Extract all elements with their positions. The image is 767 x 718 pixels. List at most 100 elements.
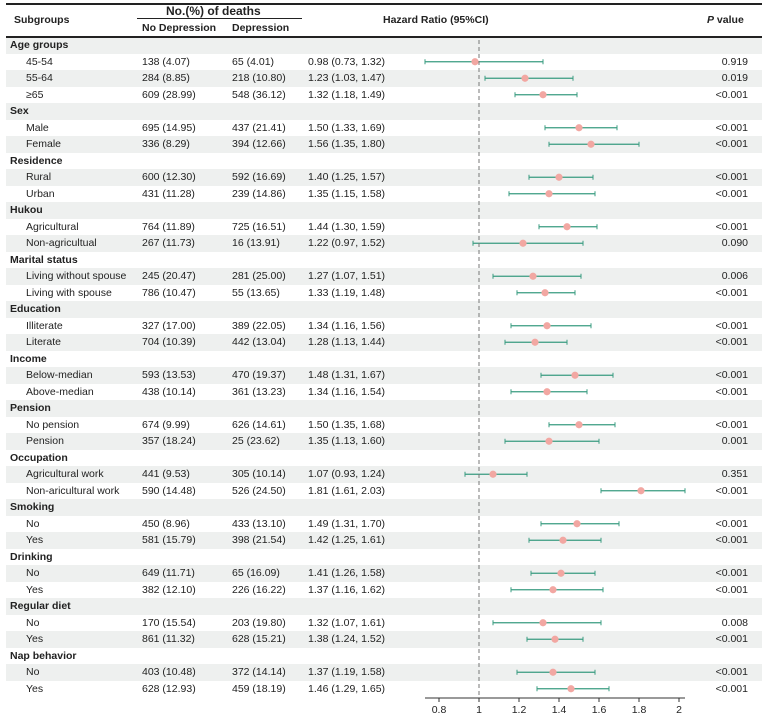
x-tick-label: 2 — [676, 704, 682, 716]
depression-deaths: 433 (13.10) — [232, 517, 286, 530]
p-value: <0.001 — [715, 666, 748, 678]
no-depression-deaths: 403 (10.48) — [142, 666, 196, 678]
header-subgroups: Subgroups — [14, 14, 70, 26]
p-value: <0.001 — [715, 418, 748, 431]
subgroup-label: Agricultural work — [26, 468, 104, 480]
p-value: <0.001 — [715, 88, 748, 101]
hazard-ratio-ci: 1.81 (1.61, 2.03) — [308, 484, 386, 497]
group-header-row: Smoking — [6, 499, 762, 516]
depression-deaths: 226 (16.22) — [232, 583, 286, 596]
no-depression-deaths: 245 (20.47) — [142, 270, 196, 282]
table-row: Living without spouse 245 (20.47) 281 (25.… — [6, 268, 762, 285]
group-header-row: Sex — [6, 103, 762, 120]
hr-point — [551, 635, 559, 643]
depression-deaths: 628 (15.21) — [232, 633, 286, 645]
table-row: Yes 581 (15.79) 398 (21.54) 1.42 (1.25, 1.6… — [6, 532, 762, 549]
hr-point — [543, 322, 551, 330]
group-label: Marital status — [10, 253, 78, 266]
hazard-ratio-ci: 1.22 (0.97, 1.52) — [308, 237, 386, 249]
depression-deaths: 470 (19.37) — [232, 369, 286, 381]
subgroup-label: ≥65 — [26, 88, 44, 101]
p-value: <0.001 — [715, 171, 748, 183]
p-value: <0.001 — [715, 187, 748, 200]
p-value: <0.001 — [715, 121, 748, 134]
hazard-ratio-ci: 1.35 (1.15, 1.58) — [308, 187, 386, 200]
hazard-ratio-ci: 1.28 (1.13, 1.44) — [308, 336, 386, 348]
table-row: No 450 (8.96) 433 (13.10) 1.49 (1.31, 1.70)… — [6, 516, 762, 533]
group-label: Age groups — [10, 39, 69, 51]
table-row: No 170 (15.54) 203 (19.80) 1.32 (1.07, 1.61… — [6, 615, 762, 632]
p-value: <0.001 — [715, 336, 748, 348]
p-value: <0.001 — [715, 385, 748, 398]
hr-point — [489, 470, 497, 478]
subgroup-label: Rural — [26, 171, 52, 183]
p-value-text: value — [714, 14, 744, 26]
no-depression-deaths: 170 (15.54) — [142, 616, 196, 629]
hazard-ratio-ci: 1.33 (1.19, 1.48) — [308, 286, 386, 299]
depression-deaths: 65 (16.09) — [232, 567, 280, 579]
hazard-ratio-ci: 1.40 (1.25, 1.57) — [308, 171, 386, 183]
group-label: Smoking — [10, 501, 55, 513]
subgroup-label: Yes — [26, 583, 44, 596]
group-label: Pension — [10, 402, 51, 414]
group-header-row: Nap behavior — [6, 648, 762, 665]
no-depression-deaths: 581 (15.79) — [142, 534, 196, 546]
hazard-ratio-ci: 1.27 (1.07, 1.51) — [308, 270, 386, 282]
no-depression-deaths: 382 (12.10) — [142, 583, 196, 596]
depression-deaths: 526 (24.50) — [232, 484, 286, 497]
group-label: Drinking — [10, 550, 53, 563]
depression-deaths: 398 (21.54) — [232, 534, 286, 546]
table-row: Living with spouse 786 (10.47) 55 (13.65) 1… — [6, 285, 762, 302]
subgroup-label: Pension — [26, 435, 64, 447]
hr-point — [559, 536, 567, 544]
subgroup-label: 55-64 — [26, 72, 53, 84]
depression-deaths: 16 (13.91) — [232, 237, 280, 249]
hazard-ratio-ci: 1.38 (1.24, 1.52) — [308, 633, 386, 645]
hr-point — [571, 371, 579, 379]
hazard-ratio-ci: 1.48 (1.31, 1.67) — [308, 369, 386, 381]
subgroup-label: Urban — [26, 187, 55, 200]
subgroup-label: Female — [26, 138, 62, 150]
hazard-ratio-ci: 1.34 (1.16, 1.56) — [308, 319, 386, 332]
group-label: Hukou — [10, 204, 43, 216]
header-rule — [6, 36, 762, 38]
depression-deaths: 218 (10.80) — [232, 72, 286, 84]
no-depression-deaths: 438 (10.14) — [142, 385, 196, 398]
p-value: <0.001 — [715, 286, 748, 299]
table-row: Pension 357 (18.24) 25 (23.62) 1.35 (1.13, … — [6, 433, 762, 450]
subgroup-label: Living with spouse — [26, 286, 112, 299]
no-depression-deaths: 649 (11.71) — [142, 567, 195, 579]
group-header-row: Marital status — [6, 252, 762, 269]
hr-point — [555, 173, 563, 181]
table-row: Agricultural 764 (11.89) 725 (16.51) 1.44 (… — [6, 219, 762, 236]
table-row: No 403 (10.48) 372 (14.14) 1.37 (1.19, 1.58… — [6, 664, 762, 681]
p-value: 0.006 — [721, 270, 748, 282]
depression-deaths: 548 (36.12) — [232, 88, 286, 101]
hazard-ratio-ci: 1.32 (1.07, 1.61) — [308, 616, 386, 629]
no-depression-deaths: 357 (18.24) — [142, 435, 196, 447]
table-row: Urban 431 (11.28) 239 (14.86) 1.35 (1.15, 1… — [6, 186, 762, 203]
p-value: <0.001 — [715, 583, 748, 596]
no-depression-deaths: 267 (11.73) — [142, 237, 195, 249]
no-depression-deaths: 609 (28.99) — [142, 88, 196, 101]
table-row: No pension 674 (9.99) 626 (14.61) 1.50 (1.3… — [6, 417, 762, 434]
hr-point — [549, 668, 557, 676]
group-header-row: Hukou — [6, 202, 762, 219]
p-value: <0.001 — [715, 220, 748, 233]
table-row: Literate 704 (10.39) 442 (13.04) 1.28 (1.13… — [6, 334, 762, 351]
depression-deaths: 239 (14.86) — [232, 187, 286, 200]
depression-deaths: 437 (21.41) — [232, 121, 286, 134]
p-value: <0.001 — [715, 682, 748, 695]
table-row: Illiterate 327 (17.00) 389 (22.05) 1.34 (1.… — [6, 318, 762, 335]
p-value: <0.001 — [715, 517, 748, 530]
x-tick-label: 1.6 — [592, 704, 607, 716]
depression-deaths: 361 (13.23) — [232, 385, 286, 398]
table-row: Below-median 593 (13.53) 470 (19.37) 1.48 (… — [6, 367, 762, 384]
hr-point — [521, 74, 529, 82]
no-depression-deaths: 861 (11.32) — [142, 633, 195, 645]
depression-deaths: 442 (13.04) — [232, 336, 286, 348]
table-row: 45-54 138 (4.07) 65 (4.01) 0.98 (0.73, 1.32… — [6, 54, 762, 71]
table-row: Male 695 (14.95) 437 (21.41) 1.50 (1.33, 1.… — [6, 120, 762, 137]
deaths-group-rule — [137, 18, 302, 19]
hazard-ratio-ci: 1.37 (1.16, 1.62) — [308, 583, 386, 596]
